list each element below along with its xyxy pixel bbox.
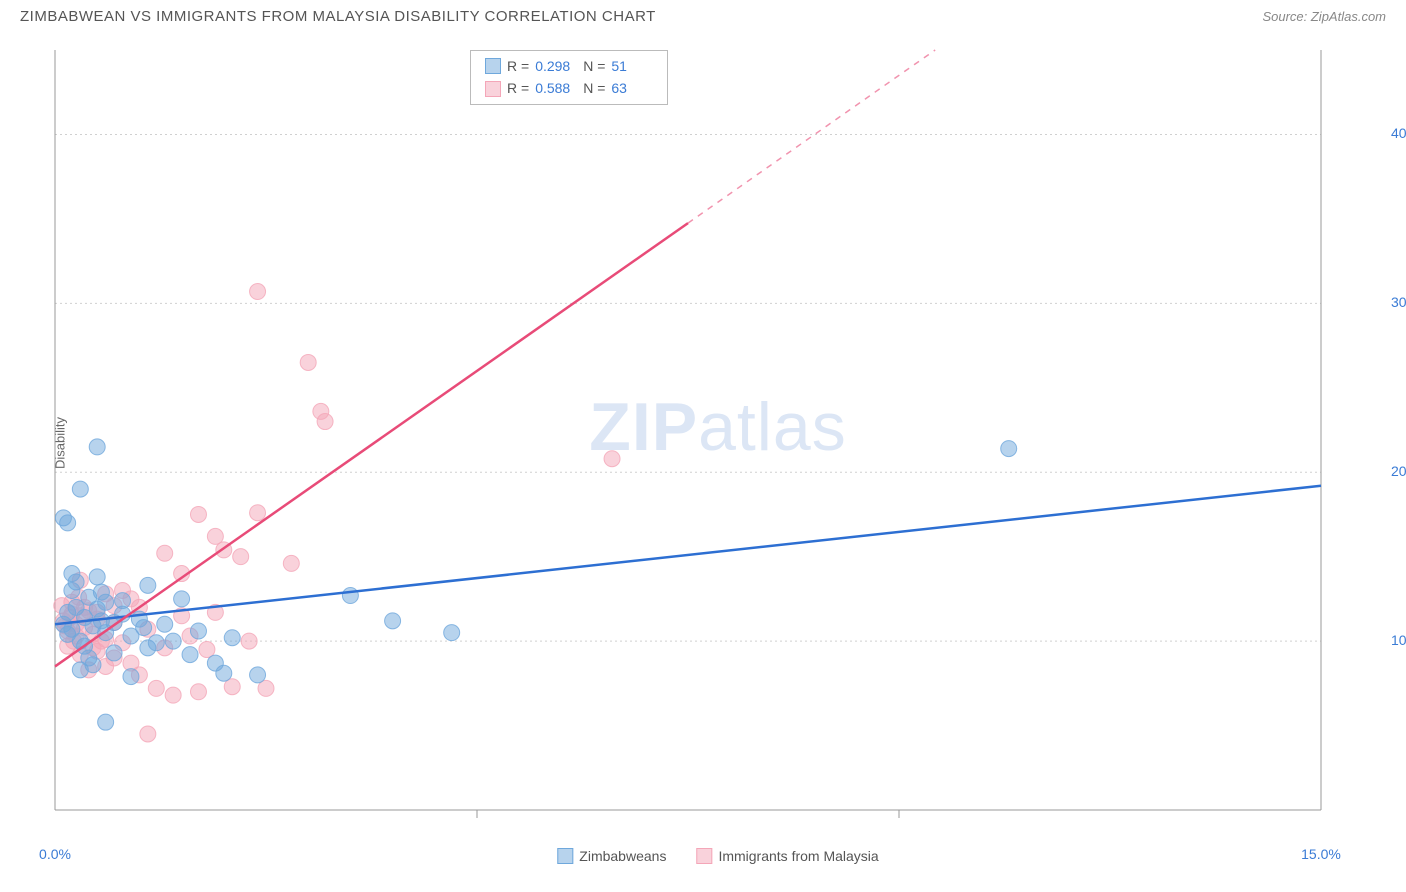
plot-area: Disability ZIPatlas R = 0.298 N = 51 R =… xyxy=(50,45,1386,840)
n-label-1: N = xyxy=(583,77,605,99)
legend-item-0: Zimbabweans xyxy=(557,848,666,864)
r-value-1: 0.588 xyxy=(535,77,577,99)
x-tick-label: 0.0% xyxy=(39,846,71,862)
y-tick-label: 10.0% xyxy=(1391,632,1406,648)
r-label-0: R = xyxy=(507,55,529,77)
chart-svg xyxy=(50,45,1386,840)
n-label-0: N = xyxy=(583,55,605,77)
r-label-1: R = xyxy=(507,77,529,99)
legend-swatch-1 xyxy=(696,848,712,864)
legend-swatch-0 xyxy=(557,848,573,864)
stats-row-0: R = 0.298 N = 51 xyxy=(485,55,653,77)
r-value-0: 0.298 xyxy=(535,55,577,77)
chart-title: ZIMBABWEAN VS IMMIGRANTS FROM MALAYSIA D… xyxy=(20,8,656,25)
x-tick-label: 15.0% xyxy=(1301,846,1341,862)
n-value-1: 63 xyxy=(611,77,653,99)
legend-label-1: Immigrants from Malaysia xyxy=(718,848,878,864)
stats-box: R = 0.298 N = 51 R = 0.588 N = 63 xyxy=(470,50,668,105)
y-tick-label: 20.0% xyxy=(1391,463,1406,479)
legend-item-1: Immigrants from Malaysia xyxy=(696,848,878,864)
chart-source: Source: ZipAtlas.com xyxy=(1262,9,1386,24)
n-value-0: 51 xyxy=(611,55,653,77)
bottom-legend: Zimbabweans Immigrants from Malaysia xyxy=(557,848,878,864)
swatch-series-1 xyxy=(485,81,501,97)
chart-header: ZIMBABWEAN VS IMMIGRANTS FROM MALAYSIA D… xyxy=(0,0,1406,33)
y-tick-label: 40.0% xyxy=(1391,125,1406,141)
y-tick-label: 30.0% xyxy=(1391,294,1406,310)
legend-label-0: Zimbabweans xyxy=(579,848,666,864)
swatch-series-0 xyxy=(485,58,501,74)
stats-row-1: R = 0.588 N = 63 xyxy=(485,77,653,99)
